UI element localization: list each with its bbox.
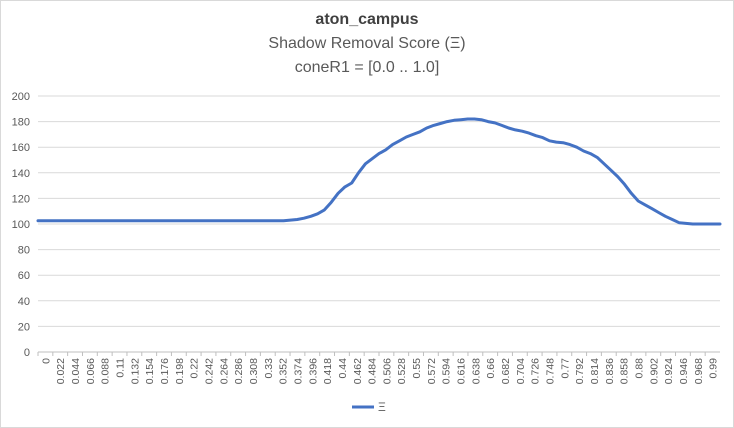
chart-subtitle: Shadow Removal Score (Ξ) (268, 35, 466, 52)
x-tick-label: 0.616 (456, 358, 468, 384)
x-tick-label: 0.198 (174, 358, 186, 384)
y-tick-label: 160 (12, 142, 30, 154)
y-tick-label: 60 (18, 270, 30, 282)
x-tick-label: 0.946 (678, 358, 690, 384)
x-tick-label: 0.572 (426, 358, 438, 384)
x-tick-label: 0.308 (248, 358, 260, 384)
x-tick-label: 0.33 (263, 358, 275, 379)
x-tick-label: 0.418 (322, 358, 334, 384)
x-tick-label: 0.968 (693, 358, 705, 384)
y-tick-label: 0 (24, 347, 30, 359)
x-tick-label: 0 (40, 358, 52, 364)
y-axis: 0 20 40 60 80 100 120 140 160 180 200 (12, 91, 30, 359)
chart-title: aton_campus (315, 11, 419, 28)
x-tick-label: 0.22 (189, 358, 201, 379)
x-tick-label: 0.462 (352, 358, 364, 384)
legend: Ξ (352, 400, 386, 414)
y-tick-label: 80 (18, 245, 30, 257)
x-tick-label: 0.88 (633, 358, 645, 379)
x-tick-label: 0.11 (115, 358, 127, 378)
series-line (36, 117, 722, 226)
x-tick-label: 0.902 (648, 358, 660, 384)
y-tick-label: 120 (12, 193, 30, 205)
chart-subtitle-range: coneR1 = [0.0 .. 1.0] (294, 59, 440, 76)
x-tick-label: 0.528 (396, 358, 408, 384)
x-tick-label: 0.374 (292, 358, 304, 384)
x-tick-label: 0.44 (337, 358, 349, 379)
y-tick-label: 140 (12, 168, 30, 180)
x-tick-label: 0.814 (589, 358, 601, 384)
x-tick-label: 0.924 (663, 358, 675, 384)
y-tick-label: 200 (12, 91, 30, 103)
x-tick-label: 0.022 (55, 358, 67, 384)
x-tick-label: 0.55 (411, 358, 423, 379)
x-tick-label: 0.154 (144, 358, 156, 384)
x-tick-label: 0.286 (233, 358, 245, 384)
x-axis: 0 0.022 0.044 0.066 0.088 0.11 0.132 0.154 0.176… (37, 352, 720, 384)
x-tick-label: 0.044 (70, 358, 82, 384)
x-tick-label: 0.748 (545, 358, 557, 384)
x-tick-label: 0.682 (500, 358, 512, 384)
x-tick-label: 0.264 (218, 358, 230, 384)
x-tick-label: 0.858 (619, 358, 631, 384)
x-tick-label: 0.396 (307, 358, 319, 384)
gridlines (38, 95, 720, 353)
y-tick-label: 100 (12, 219, 30, 231)
x-tick-label: 0.792 (574, 358, 586, 384)
y-tick-label: 180 (12, 117, 30, 129)
x-tick-label: 0.088 (100, 358, 112, 384)
legend-label: Ξ (378, 400, 386, 414)
x-tick-label: 0.77 (559, 358, 571, 379)
x-tick-label: 0.726 (530, 358, 542, 384)
x-tick-label: 0.506 (381, 358, 393, 384)
x-tick-label: 0.704 (515, 358, 527, 384)
x-tick-label: 0.352 (278, 358, 290, 384)
x-tick-label: 0.99 (708, 358, 720, 379)
x-tick-label: 0.132 (129, 358, 141, 384)
x-tick-label: 0.066 (85, 358, 97, 384)
x-tick-label: 0.242 (204, 358, 216, 384)
y-tick-label: 40 (18, 296, 30, 308)
x-tick-label: 0.176 (159, 358, 171, 384)
x-tick-label: 0.638 (470, 358, 482, 384)
x-tick-label: 0.66 (485, 358, 497, 379)
series-layer (36, 117, 722, 226)
x-tick-label: 0.594 (441, 358, 453, 384)
x-tick-label: 0.484 (367, 358, 379, 384)
x-tick-label: 0.836 (604, 358, 616, 384)
y-tick-label: 20 (18, 321, 30, 333)
